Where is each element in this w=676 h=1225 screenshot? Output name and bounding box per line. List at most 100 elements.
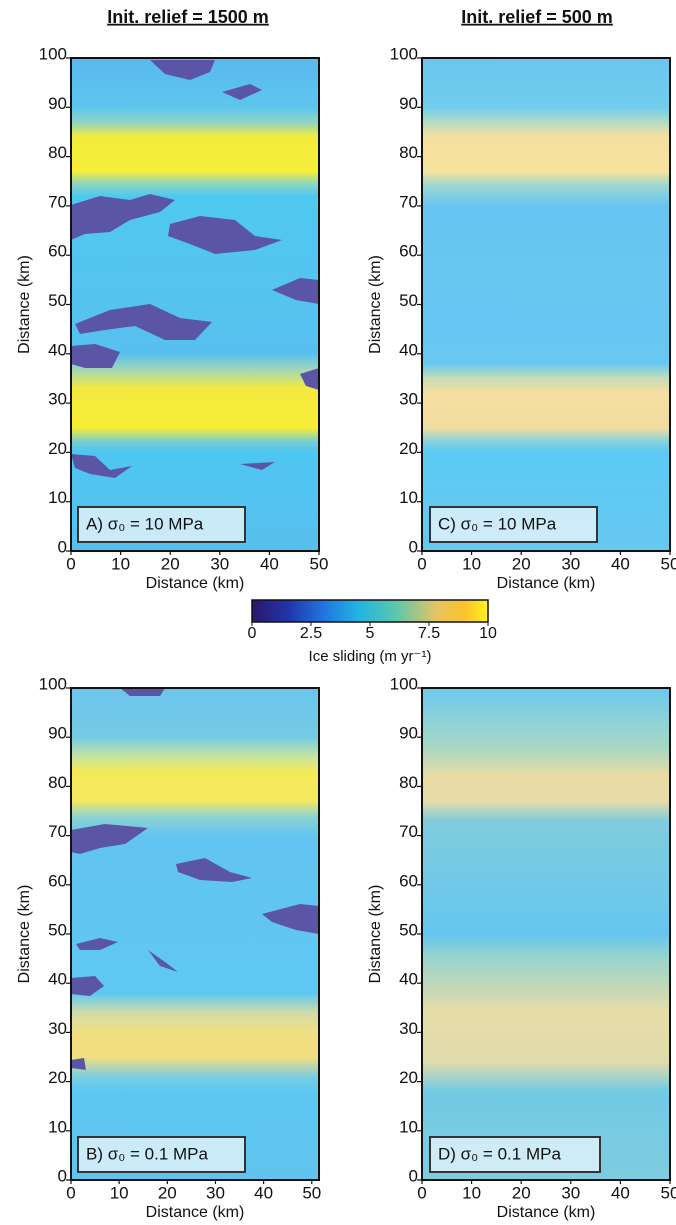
y-tick-label: 40 [399,970,418,989]
y-tick-label: 70 [48,822,67,841]
x-tick-label: 10 [110,1183,129,1202]
y-tick-label: 100 [39,674,67,693]
heatmap-field [422,688,670,1180]
panel-label: D) σ₀ = 0.1 MPa [438,1144,561,1163]
y-tick-label: 20 [48,1068,67,1087]
low-sliding-patches [71,688,319,1070]
x-tick-label: 40 [254,1183,273,1202]
y-tick-label: 40 [48,970,67,989]
y-tick-label: 10 [399,1117,418,1136]
y-tick-label: 100 [390,44,418,63]
y-tick-label: 70 [399,822,418,841]
y-tick-label: 80 [399,143,418,162]
y-tick-label: 50 [48,920,67,939]
x-tick-label: 40 [260,554,279,573]
x-tick-label: 20 [512,1183,531,1202]
y-tick-label: 60 [399,242,418,261]
x-tick-label: 0 [66,554,75,573]
y-tick-label: 30 [399,390,418,409]
colorbar-tick-label: 5 [366,625,375,642]
y-tick-label: 60 [48,871,67,890]
y-tick-label: 80 [399,773,418,792]
y-axis-label: Distance (km) [367,255,384,354]
y-tick-label: 20 [399,1068,418,1087]
panel-label: B) σ₀ = 0.1 MPa [86,1144,209,1163]
heatmap-field [422,58,670,551]
y-tick-label: 50 [399,291,418,310]
y-tick-label: 30 [48,1019,67,1038]
column-title: Init. relief = 500 m [461,7,613,27]
x-tick-label: 10 [111,554,130,573]
panel-label: A) σ₀ = 10 MPa [86,514,204,533]
x-tick-label: 20 [512,554,531,573]
heatmap-field [71,58,319,551]
y-tick-label: 10 [48,1117,67,1136]
y-tick-label: 70 [399,192,418,211]
x-tick-label: 30 [210,554,229,573]
colorbar-tick-label: 2.5 [300,625,322,642]
y-tick-label: 30 [399,1019,418,1038]
panel-label-box [429,506,598,543]
y-tick-label: 100 [390,674,418,693]
y-tick-label: 0 [58,537,67,556]
y-tick-label: 20 [399,439,418,458]
y-tick-label: 50 [48,291,67,310]
x-tick-label: 0 [417,554,426,573]
panel-label-box [77,506,246,543]
y-tick-label: 90 [399,94,418,113]
y-axis-label: Distance (km) [16,255,33,354]
y-tick-label: 90 [399,724,418,743]
column-title: Init. relief = 1500 m [107,7,269,27]
colorbar-tick-label: 0 [248,625,257,642]
low-sliding-patches [71,60,319,478]
x-tick-label: 50 [310,554,329,573]
colorbar-tick-label: 7.5 [418,625,440,642]
y-tick-label: 50 [399,920,418,939]
x-tick-label: 10 [462,1183,481,1202]
y-tick-label: 90 [48,724,67,743]
x-tick-label: 0 [66,1183,75,1202]
x-axis-label: Distance (km) [497,575,596,592]
x-tick-label: 50 [661,1183,676,1202]
y-tick-label: 60 [48,242,67,261]
x-axis-label: Distance (km) [497,1204,596,1221]
x-tick-label: 50 [661,554,676,573]
panel-label-box [77,1136,246,1173]
x-tick-label: 0 [417,1183,426,1202]
x-tick-label: 10 [462,554,481,573]
y-tick-label: 0 [409,1166,418,1185]
y-tick-label: 80 [48,773,67,792]
y-tick-label: 40 [48,340,67,359]
colorbar-tick-label: 10 [479,625,497,642]
y-tick-label: 70 [48,192,67,211]
x-tick-label: 30 [206,1183,225,1202]
x-tick-label: 50 [302,1183,321,1202]
x-axis-label: Distance (km) [146,1204,245,1221]
x-tick-label: 30 [561,1183,580,1202]
x-tick-label: 20 [158,1183,177,1202]
y-tick-label: 0 [58,1166,67,1185]
y-tick-label: 80 [48,143,67,162]
heatmap-field [71,688,319,1180]
x-tick-label: 20 [161,554,180,573]
colorbar-label: Ice sliding (m yr⁻¹) [309,648,432,665]
panel-label: C) σ₀ = 10 MPa [438,514,557,533]
y-tick-label: 20 [48,439,67,458]
y-tick-label: 10 [48,488,67,507]
y-tick-label: 60 [399,871,418,890]
y-tick-label: 90 [48,94,67,113]
x-tick-label: 40 [611,554,630,573]
colorbar [251,599,489,623]
y-tick-label: 30 [48,390,67,409]
y-tick-label: 0 [409,537,418,556]
y-tick-label: 100 [39,44,67,63]
y-tick-label: 40 [399,340,418,359]
y-axis-label: Distance (km) [367,885,384,984]
y-axis-label: Distance (km) [16,885,33,984]
x-tick-label: 40 [611,1183,630,1202]
panel-label-box [429,1136,601,1173]
x-tick-label: 30 [561,554,580,573]
y-tick-label: 10 [399,488,418,507]
x-axis-label: Distance (km) [146,575,245,592]
